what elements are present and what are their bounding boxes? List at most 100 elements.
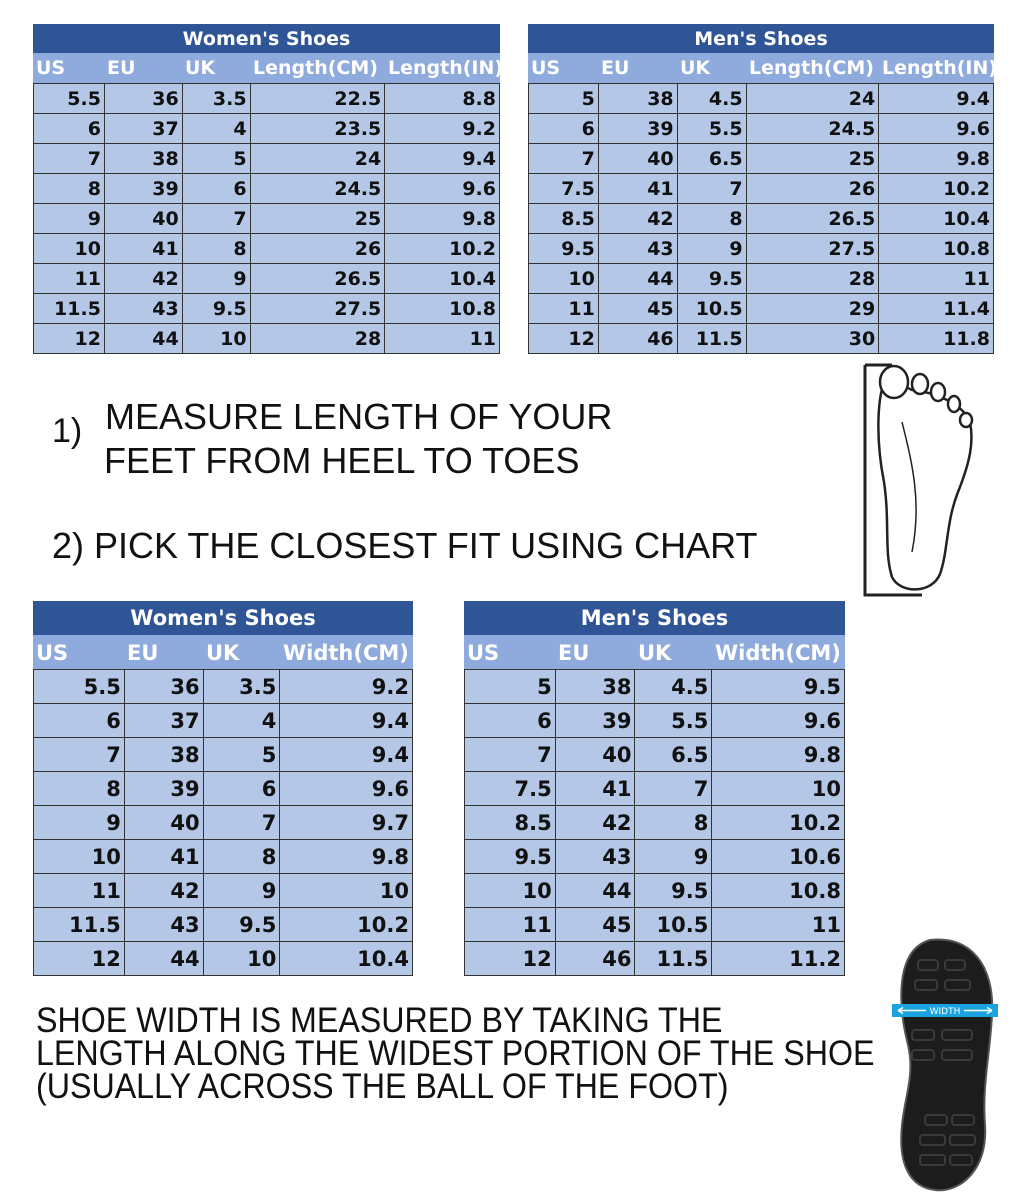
- table-cell: 9.8: [878, 143, 994, 174]
- table-cell: 37: [103, 113, 183, 144]
- step-1-number: 1): [52, 412, 83, 450]
- table-row: 9.5 43 9 27.5 10.8: [528, 233, 994, 264]
- width-band: [892, 1004, 998, 1017]
- table-cell: 9.8: [384, 203, 500, 234]
- table-row: 8.5 42 8 10.2: [464, 805, 845, 840]
- table-cell: 38: [597, 83, 678, 114]
- table-cell: 43: [123, 907, 204, 942]
- table-row: 10 41 8 26 10.2: [33, 233, 500, 264]
- table-cell: 9.5: [202, 907, 281, 942]
- table-row: 9 40 7 25 9.8: [33, 203, 500, 234]
- table-row: 11 42 9 26.5 10.4: [33, 263, 500, 294]
- table-cell: 9.6: [878, 113, 994, 144]
- table-cell: 9.5: [711, 669, 845, 704]
- table-row: 9.5 43 9 10.6: [464, 839, 845, 874]
- table-cell: 10.8: [384, 293, 500, 324]
- table-cell: 10.8: [878, 233, 994, 264]
- table-cell: 6: [528, 113, 599, 144]
- table-cell: 10.4: [384, 263, 500, 294]
- table-cell: 42: [103, 263, 183, 294]
- table-cell: 10: [279, 873, 413, 908]
- table-cell: 8: [181, 233, 251, 264]
- table-cell: 11: [711, 907, 845, 942]
- table-cell: 9: [33, 805, 125, 840]
- table-cell: 7: [33, 143, 105, 174]
- table-cell: 26.5: [745, 203, 880, 234]
- women-width-table: Women's Shoes US EU UK Width(CM) 5.5 36 3.5 9.2 6…: [33, 601, 413, 976]
- table-cell: 12: [528, 323, 599, 354]
- table-cell: 7.5: [464, 771, 556, 806]
- column-header: Length(IN): [882, 57, 998, 79]
- table-cell: 45: [554, 907, 636, 942]
- table-row: 12 44 10 10.4: [33, 941, 413, 976]
- table-cell: 5: [202, 737, 281, 772]
- table-title: Women's Shoes: [33, 601, 413, 635]
- table-row: 7 38 5 24 9.4: [33, 143, 500, 174]
- table-row: 8 39 6 9.6: [33, 771, 413, 806]
- table-cell: 27.5: [745, 233, 880, 264]
- table-cell: 40: [554, 737, 636, 772]
- table-cell: 24.5: [745, 113, 880, 144]
- table-cell: 5: [464, 669, 556, 704]
- table-cell: 44: [597, 263, 678, 294]
- table-cell: 39: [597, 113, 678, 144]
- table-cell: 41: [554, 771, 636, 806]
- table-cell: 5: [181, 143, 251, 174]
- table-cell: 39: [123, 771, 204, 806]
- table-cell: 9.5: [634, 873, 713, 908]
- table-cell: 24: [249, 143, 386, 174]
- table-cell: 10: [528, 263, 599, 294]
- width-arrow-icon: [897, 1006, 993, 1015]
- column-header: UK: [185, 57, 216, 79]
- table-cell: 12: [33, 323, 105, 354]
- table-row: 7.5 41 7 26 10.2: [528, 173, 994, 204]
- table-cell: 22.5: [249, 83, 386, 114]
- table-cell: 10.6: [711, 839, 845, 874]
- table-cell: 6.5: [676, 143, 747, 174]
- table-cell: 9.5: [464, 839, 556, 874]
- table-cell: 8: [634, 805, 713, 840]
- table-row: 12 46 11.5 30 11.8: [528, 323, 994, 354]
- table-cell: 11: [33, 873, 125, 908]
- table-row: 11 42 9 10: [33, 873, 413, 908]
- table-cell: 3.5: [181, 83, 251, 114]
- column-header: Length(IN): [388, 57, 504, 79]
- table-cell: 28: [745, 263, 880, 294]
- table-cell: 44: [554, 873, 636, 908]
- table-cell: 9: [181, 263, 251, 294]
- table-cell: 11.5: [634, 941, 713, 976]
- table-cell: 46: [597, 323, 678, 354]
- table-cell: 11.4: [878, 293, 994, 324]
- table-cell: 25: [745, 143, 880, 174]
- table-body: 5.5 36 3.5 9.2 6 37 4 9.4 7 38 5 9.4 8 39 6 9.6 9 40 7 9.7 1…: [33, 669, 413, 976]
- table-cell: 9.6: [711, 703, 845, 738]
- table-cell: 11.5: [33, 907, 125, 942]
- table-cell: 36: [103, 83, 183, 114]
- step-1-line-2: FEET FROM HEEL TO TOES: [104, 440, 580, 481]
- table-cell: 5.5: [634, 703, 713, 738]
- table-cell: 10.2: [279, 907, 413, 942]
- table-cell: 24.5: [249, 173, 386, 204]
- table-cell: 38: [554, 669, 636, 704]
- table-row: 11 45 10.5 29 11.4: [528, 293, 994, 324]
- table-cell: 10: [464, 873, 556, 908]
- table-cell: 7: [464, 737, 556, 772]
- table-cell: 5.5: [33, 669, 125, 704]
- table-cell: 8: [676, 203, 747, 234]
- table-cell: 4: [202, 703, 281, 738]
- table-row: 12 46 11.5 11.2: [464, 941, 845, 976]
- table-cell: 10.4: [878, 203, 994, 234]
- table-cell: 6: [33, 703, 125, 738]
- table-cell: 6: [202, 771, 281, 806]
- table-cell: 41: [103, 233, 183, 264]
- table-cell: 6: [464, 703, 556, 738]
- table-cell: 43: [103, 293, 183, 324]
- column-header: Width(CM): [715, 641, 841, 665]
- table-cell: 44: [103, 323, 183, 354]
- table-cell: 11: [464, 907, 556, 942]
- table-row: 6 37 4 23.5 9.2: [33, 113, 500, 144]
- table-cell: 9.2: [384, 113, 500, 144]
- table-cell: 44: [123, 941, 204, 976]
- column-header: EU: [107, 57, 136, 79]
- table-row: 8 39 6 24.5 9.6: [33, 173, 500, 204]
